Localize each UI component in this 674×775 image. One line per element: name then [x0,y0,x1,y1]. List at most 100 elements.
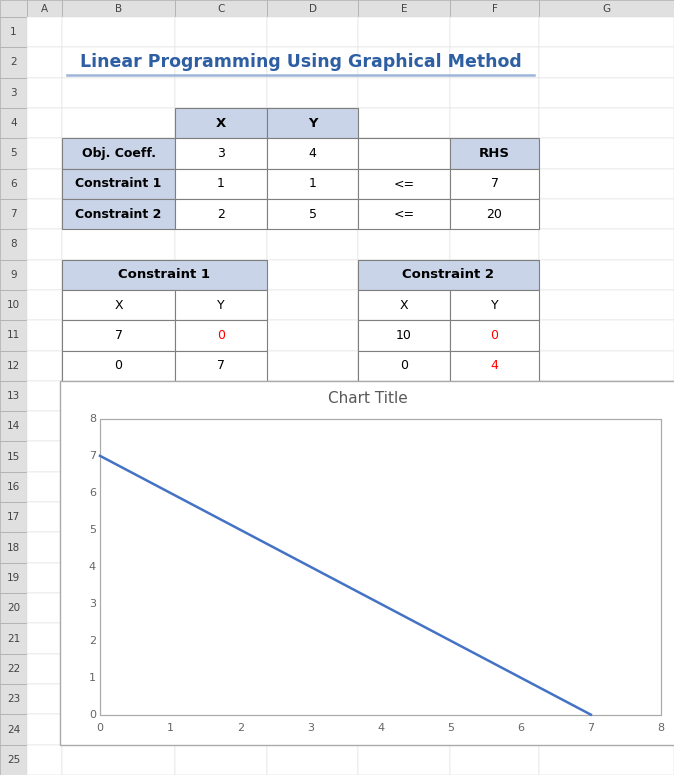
Bar [0,169,27,199]
Bar [358,381,450,412]
Bar [27,138,62,169]
Bar [539,532,674,563]
Text: 25: 25 [7,755,20,765]
Text: F: F [491,4,497,13]
Text: 5: 5 [10,149,17,158]
Bar [62,412,175,442]
Bar [175,623,267,654]
Bar [62,17,175,47]
Bar [450,320,539,350]
Bar [0,17,27,47]
Bar [358,169,450,199]
Text: E: E [401,4,407,13]
Text: 10: 10 [7,300,20,310]
Bar [539,593,674,623]
Bar [0,78,27,108]
Bar [0,623,27,654]
Bar [450,47,539,78]
Text: 0: 0 [400,359,408,372]
Bar [27,684,62,715]
Text: 12: 12 [7,360,20,370]
Bar [358,199,450,229]
Bar [62,169,175,199]
Bar [267,108,358,138]
Bar [62,350,175,381]
Text: 17: 17 [7,512,20,522]
Text: D: D [309,4,317,13]
Text: 3: 3 [217,147,225,160]
Bar [358,563,450,593]
Text: Constraint 2: Constraint 2 [402,268,495,281]
Text: 2: 2 [89,636,96,646]
Bar [450,654,539,684]
Text: A: A [41,4,48,13]
Bar [0,745,27,775]
Bar [539,412,674,442]
Bar [175,320,267,350]
Bar [450,623,539,654]
Bar [450,260,539,290]
Bar [450,229,539,260]
Bar [27,78,62,108]
Bar [0,381,27,412]
Bar [267,260,358,290]
Bar [0,472,27,502]
Bar [450,412,539,442]
Bar [175,715,267,745]
Bar [267,442,358,472]
Text: 1: 1 [10,27,17,37]
Text: 2: 2 [10,57,17,67]
Bar [358,199,450,229]
Text: 20: 20 [487,208,502,221]
Bar [0,199,27,229]
Bar [0,532,27,563]
Bar [358,320,450,350]
Bar [0,138,27,169]
Text: <=: <= [394,208,415,221]
Bar [450,532,539,563]
Bar [62,684,175,715]
Bar [450,381,539,412]
Bar [450,472,539,502]
Bar [27,290,62,320]
Bar [175,654,267,684]
Bar [358,442,450,472]
Text: 11: 11 [7,330,20,340]
Bar [62,290,175,320]
Text: 4: 4 [491,359,499,372]
Bar [267,199,358,229]
Bar [539,17,674,47]
Bar [0,229,27,260]
Text: 10: 10 [396,329,412,342]
Bar [539,654,674,684]
Bar [450,502,539,532]
Bar [267,715,358,745]
Text: 4: 4 [309,147,316,160]
Text: X: X [114,298,123,312]
Bar [175,260,267,290]
Bar [27,350,62,381]
Bar [450,290,539,320]
Bar [450,350,539,381]
Bar [62,320,175,350]
Text: 21: 21 [7,633,20,643]
Text: 23: 23 [7,694,20,704]
Bar [62,108,175,138]
Text: 7: 7 [217,359,225,372]
Text: 20: 20 [7,603,20,613]
Bar [267,169,358,199]
Bar [175,290,267,320]
Text: 1: 1 [309,177,316,190]
Bar [0,684,27,715]
Bar [358,47,450,78]
Bar [27,260,62,290]
Bar [450,108,539,138]
Bar [27,320,62,350]
Bar [0,502,27,532]
Bar [27,623,62,654]
Bar [0,0,27,17]
Bar [358,502,450,532]
Bar [27,17,62,47]
Bar [267,47,358,78]
Bar [358,654,450,684]
